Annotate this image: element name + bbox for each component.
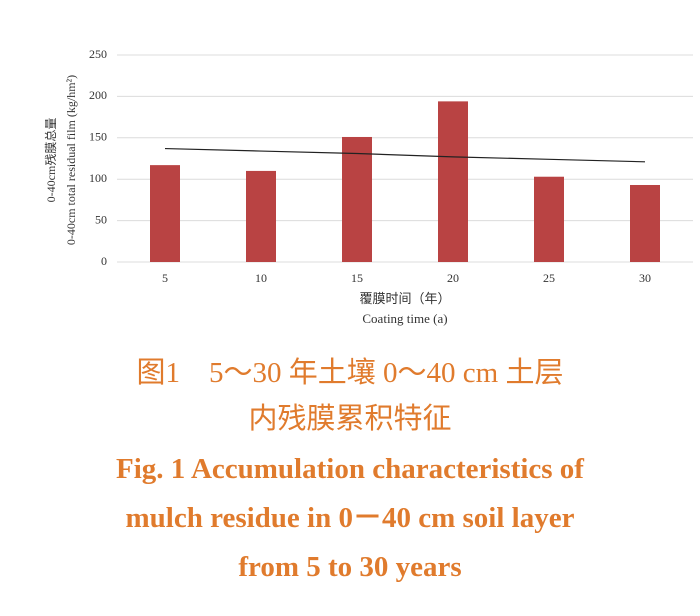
x-title: 覆膜时间（年） xyxy=(359,291,450,306)
x-tick-label: 20 xyxy=(447,271,459,285)
y-tick-label: 250 xyxy=(89,47,107,61)
y-tick-label: 0 xyxy=(101,254,107,268)
bar xyxy=(342,136,372,262)
caption-line: from 5 to 30 years xyxy=(238,551,462,583)
x-tick-label: 5 xyxy=(162,271,168,285)
y-tick-label: 50 xyxy=(95,212,107,226)
y-tick-label: 200 xyxy=(89,88,107,102)
x-tick-label: 30 xyxy=(639,271,651,285)
caption-line: 内残膜累积特征 xyxy=(248,403,452,435)
bar xyxy=(246,170,276,262)
bar xyxy=(630,184,660,262)
chart: 0-40cm残膜总量 0-40cm total residual film (k… xyxy=(44,47,693,326)
x-tick-label: 15 xyxy=(351,271,363,285)
bar xyxy=(534,176,564,262)
x-tick-label: 25 xyxy=(543,271,555,285)
trend-line xyxy=(164,147,646,163)
y-title: 0-40cm total residual film (kg/hm²) xyxy=(64,75,78,245)
caption-line: Fig. 1 Accumulation characteristics of xyxy=(116,453,584,485)
caption-line: mulch residue in 0－40 cm soil layer xyxy=(125,502,575,534)
x-title: Coating time (a) xyxy=(362,311,447,326)
x-tick-label: 10 xyxy=(255,271,267,285)
y-tick-label: 150 xyxy=(89,130,107,144)
bar xyxy=(438,101,468,262)
bar xyxy=(150,165,180,262)
caption-line: 图1 5～30 年土壤 0～40 cm 土层 xyxy=(136,357,564,389)
y-tick-label: 100 xyxy=(89,171,107,185)
y-title: 0-40cm残膜总量 xyxy=(44,118,58,203)
